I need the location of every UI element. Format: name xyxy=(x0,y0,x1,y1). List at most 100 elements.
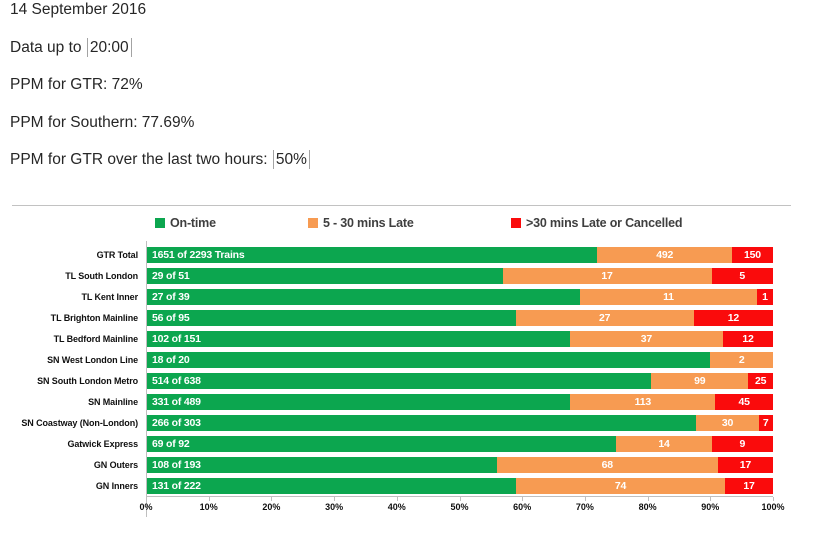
bar-segment-on_time: 108 of 193 xyxy=(146,456,497,473)
bar-segment-cancelled: 12 xyxy=(723,330,773,347)
legend-item-cancelled: >30 mins Late or Cancelled xyxy=(511,216,683,230)
report-header: 14 September 2016 Data up to 20:00 PPM f… xyxy=(10,0,311,179)
bar-row: TL Brighton Mainline 56 of 95 27 12 xyxy=(12,307,791,328)
legend-swatch-on_time-icon xyxy=(155,218,165,228)
category-label: Gatwick Express xyxy=(67,438,138,449)
chart-plot: GTR Total 1651 of 2293 Trains 492 150 TL Sou… xyxy=(12,241,791,517)
bar-row: GN Outers 108 of 193 68 17 xyxy=(12,454,791,475)
bar-segment-cancelled: 17 xyxy=(717,456,773,473)
bar-segment-on_time: 69 of 92 xyxy=(146,435,617,452)
x-axis-tick-label: 30% xyxy=(325,502,344,512)
bar-track: 56 of 95 27 12 xyxy=(146,309,773,326)
category-label: TL Kent Inner xyxy=(81,291,138,302)
legend-label-cancelled: >30 mins Late or Cancelled xyxy=(526,216,683,230)
bar-row: TL Bedford Mainline 102 of 151 37 12 xyxy=(12,328,791,349)
category-label: SN Coastway (Non-London) xyxy=(21,417,138,428)
bar-segment-cancelled: 9 xyxy=(711,435,773,452)
bar-segment-late: 30 xyxy=(696,414,759,431)
ppm-two-hours-label: PPM for GTR over the last two hours: xyxy=(10,151,268,168)
x-axis-tick xyxy=(522,497,524,501)
ppm-two-hours-line: PPM for GTR over the last two hours: 50% xyxy=(10,141,311,179)
bar-track: 266 of 303 30 7 xyxy=(146,414,773,431)
bar-row: SN West London Line 18 of 20 2 xyxy=(12,349,791,370)
bar-row: Gatwick Express 69 of 92 14 9 xyxy=(12,433,791,454)
chart-rows: GTR Total 1651 of 2293 Trains 492 150 TL Sou… xyxy=(12,244,791,496)
bar-segment-late: 492 xyxy=(597,246,732,263)
bar-track: 131 of 222 74 17 xyxy=(146,477,773,494)
bar-segment-on_time: 1651 of 2293 Trains xyxy=(146,246,598,263)
bar-row: TL Kent Inner 27 of 39 11 1 xyxy=(12,286,791,307)
bar-row: GN Inners 131 of 222 74 17 xyxy=(12,475,791,496)
x-axis-tick-label: 60% xyxy=(513,502,532,512)
bar-segment-late: 37 xyxy=(569,330,724,347)
category-label: TL Bedford Mainline xyxy=(53,333,139,344)
bar-segment-on_time: 331 of 489 xyxy=(146,393,571,410)
bar-segment-on_time: 102 of 151 xyxy=(146,330,570,347)
x-axis-tick xyxy=(334,497,336,501)
bar-segment-late: 27 xyxy=(515,309,694,326)
ppm-two-hours-field[interactable]: 50% xyxy=(272,150,310,169)
bar-track: 18 of 20 2 xyxy=(146,351,773,368)
bar-segment-cancelled: 150 xyxy=(731,246,773,263)
x-axis-tick-label: 0% xyxy=(139,502,153,512)
bar-segment-cancelled: 7 xyxy=(758,414,773,431)
bar-segment-cancelled: 45 xyxy=(715,393,773,410)
bar-segment-on_time: 18 of 20 xyxy=(146,351,711,368)
data-up-to-label: Data up to xyxy=(10,38,82,56)
category-label: TL Brighton Mainline xyxy=(50,312,138,323)
bar-track: 102 of 151 37 12 xyxy=(146,330,773,347)
bar-segment-cancelled: 25 xyxy=(748,372,773,389)
bar-segment-late: 17 xyxy=(502,267,712,284)
bar-row: GTR Total 1651 of 2293 Trains 492 150 xyxy=(12,244,791,265)
bar-row: SN Mainline 331 of 489 113 45 xyxy=(12,391,791,412)
bar-segment-cancelled: 5 xyxy=(711,267,773,284)
bar-segment-on_time: 27 of 39 xyxy=(146,288,581,305)
legend-swatch-cancelled-icon xyxy=(511,218,521,228)
category-label: SN West London Line xyxy=(47,354,138,365)
bar-segment-on_time: 131 of 222 xyxy=(146,477,516,494)
y-axis-line xyxy=(146,241,147,517)
bar-segment-on_time: 266 of 303 xyxy=(146,414,697,431)
bar-segment-on_time: 514 of 638 xyxy=(146,372,652,389)
bar-segment-late: 14 xyxy=(616,435,712,452)
legend-item-on_time: On-time xyxy=(155,216,216,230)
x-axis-tick xyxy=(459,497,461,501)
category-label: GTR Total xyxy=(96,249,139,260)
bar-segment-cancelled: 17 xyxy=(724,477,773,494)
x-axis-tick-label: 50% xyxy=(450,502,469,512)
x-axis-tick-label: 80% xyxy=(638,502,657,512)
ppm-stacked-bar-chart: On-time 5 - 30 mins Late >30 mins Late or … xyxy=(12,205,791,517)
bar-track: 69 of 92 14 9 xyxy=(146,435,773,452)
bar-segment-late: 99 xyxy=(651,372,749,389)
x-axis-tick xyxy=(584,497,586,501)
x-axis-tick xyxy=(710,497,712,501)
data-up-to-field[interactable]: 20:00 xyxy=(86,37,132,57)
ppm-gtr-line: PPM for GTR: 72% xyxy=(10,76,143,93)
legend-swatch-late-icon xyxy=(308,218,318,228)
report-date: 14 September 2016 xyxy=(10,1,147,18)
bar-segment-late: 2 xyxy=(710,351,773,368)
x-axis-tick xyxy=(146,497,147,501)
x-axis-tick-label: 90% xyxy=(701,502,720,512)
ppm-southern-line: PPM for Southern: 77.69% xyxy=(10,113,195,131)
bar-row: SN Coastway (Non-London) 266 of 303 30 7 xyxy=(12,412,791,433)
x-axis-tick-label: 10% xyxy=(199,502,218,512)
bar-row: SN South London Metro 514 of 638 99 25 xyxy=(12,370,791,391)
x-axis-tick xyxy=(647,497,649,501)
bar-track: 331 of 489 113 45 xyxy=(146,393,773,410)
category-label: GN Inners xyxy=(95,480,138,491)
bar-segment-cancelled: 1 xyxy=(756,288,773,305)
bar-row: TL South London 29 of 51 17 5 xyxy=(12,265,791,286)
x-axis-tick-label: 40% xyxy=(387,502,406,512)
x-axis-tick xyxy=(773,497,774,501)
x-axis-tick-label: 20% xyxy=(262,502,281,512)
bar-segment-late: 11 xyxy=(580,288,757,305)
legend-label-late: 5 - 30 mins Late xyxy=(323,216,414,230)
bar-track: 514 of 638 99 25 xyxy=(146,372,773,389)
bar-track: 108 of 193 68 17 xyxy=(146,456,773,473)
legend-item-late: 5 - 30 mins Late xyxy=(308,216,414,230)
category-label: SN Mainline xyxy=(88,396,138,407)
category-label: TL South London xyxy=(65,270,138,281)
x-axis-tick xyxy=(396,497,398,501)
bar-segment-on_time: 29 of 51 xyxy=(146,267,503,284)
